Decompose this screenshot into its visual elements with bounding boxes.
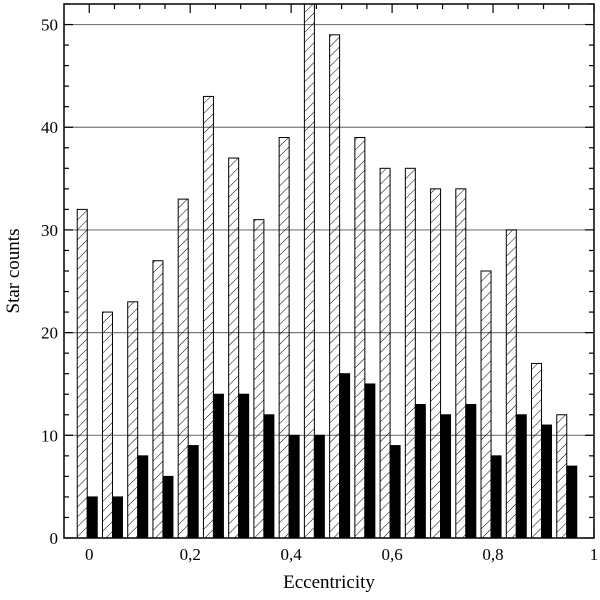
- bar-hatched: [531, 362, 543, 539]
- bar-hatched: [329, 34, 341, 539]
- x-tick-label: 0,4: [281, 545, 303, 564]
- bar-hatched: [404, 167, 416, 539]
- x-tick-label: 0,2: [180, 545, 201, 564]
- bar-solid: [515, 414, 527, 539]
- bar-hatched: [556, 414, 568, 539]
- bar-hatched: [202, 95, 214, 539]
- y-tick-label: 40: [41, 118, 58, 137]
- bar-solid: [566, 465, 578, 539]
- bar-solid: [162, 475, 174, 539]
- x-tick-label: 1: [590, 545, 599, 564]
- bar-hatched: [430, 188, 442, 539]
- bar-hatched: [127, 301, 139, 539]
- bar-hatched: [177, 198, 189, 539]
- bar-solid: [364, 383, 376, 539]
- y-tick-label: 30: [41, 221, 58, 240]
- bar-solid: [187, 445, 199, 539]
- x-axis-title: Eccentricity: [283, 572, 375, 593]
- bar-solid: [490, 455, 502, 539]
- bar-solid: [263, 414, 275, 539]
- bars-layer: [76, 3, 578, 539]
- bar-solid: [137, 455, 149, 539]
- x-tick-labels: 0 0,2 0,4 0,6 0,8 1: [85, 545, 598, 564]
- bar-hatched: [455, 188, 467, 539]
- bar-solid: [288, 434, 300, 539]
- bar-hatched: [480, 270, 492, 539]
- bar-solid: [212, 393, 224, 539]
- bar-hatched: [76, 208, 88, 539]
- y-tick-label: 50: [41, 16, 58, 35]
- y-tick-labels: 0 10 20 30 40 50: [41, 16, 58, 548]
- bar-hatched: [303, 3, 315, 539]
- bar-hatched: [379, 167, 391, 539]
- y-axis-title: Star counts: [3, 229, 24, 314]
- y-tick-label: 20: [41, 324, 58, 343]
- bar-hatched: [152, 260, 164, 539]
- grid-lines: [64, 23, 594, 436]
- bar-solid: [465, 404, 477, 539]
- bar-hatched: [505, 229, 517, 539]
- bar-hatched: [228, 157, 240, 539]
- y-tick-label: 10: [41, 426, 58, 445]
- bar-hatched: [354, 137, 366, 539]
- bar-solid: [440, 414, 452, 539]
- bar-hatched: [101, 311, 113, 539]
- bar-hatched: [278, 137, 290, 539]
- bar-solid: [414, 404, 426, 539]
- bar-hatched: [253, 219, 265, 539]
- bar-solid: [389, 445, 401, 539]
- bar-solid: [541, 424, 553, 539]
- bar-solid: [111, 496, 123, 539]
- bar-solid: [313, 434, 325, 539]
- bar-solid: [238, 393, 250, 539]
- x-tick-label: 0,8: [482, 545, 503, 564]
- bar-solid: [339, 373, 351, 539]
- x-tick-label: 0: [85, 545, 94, 564]
- x-tick-label: 0,6: [381, 545, 402, 564]
- axis-ticks: [64, 3, 595, 539]
- y-tick-label: 0: [50, 529, 59, 548]
